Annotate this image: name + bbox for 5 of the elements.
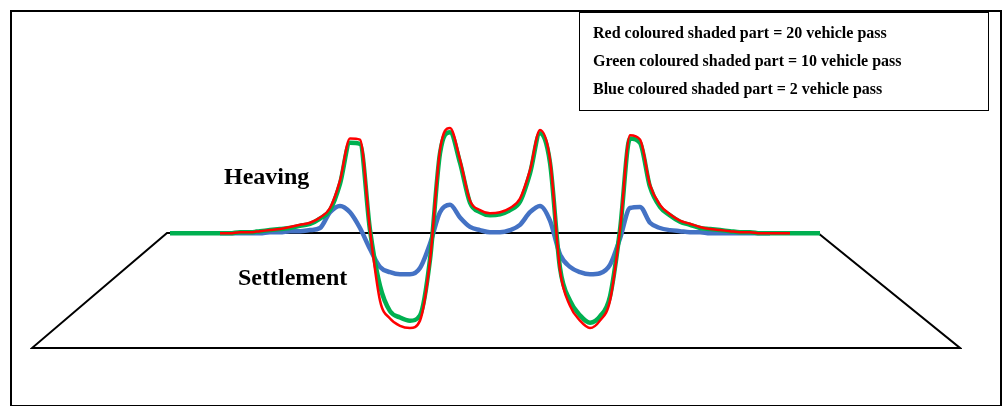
text: Green coloured shaded part = 10 vehicle pass [593,51,903,72]
annotation: Settlement [238,264,348,291]
text: Red coloured shaded part = 20 vehicle pass [593,23,888,44]
text: Blue coloured shaded part = 2 vehicle pass [593,79,884,100]
annotation: Heaving [224,163,310,190]
